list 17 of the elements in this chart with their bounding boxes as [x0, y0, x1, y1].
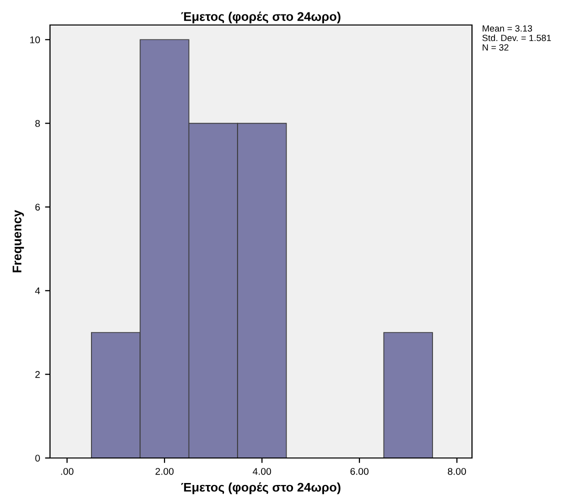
chart-title: Έμετος (φορές στο 24ωρο)	[181, 12, 340, 24]
x-tick-label: .00	[61, 468, 74, 475]
y-tick-label: 0	[35, 454, 40, 462]
y-tick-label: 8	[35, 120, 40, 127]
y-tick-label: 2	[35, 371, 40, 378]
x-axis-title: Έμετος (φορές στο 24ωρο)	[181, 482, 340, 494]
text: Mean = 3.13	[482, 25, 532, 32]
x-tick-label: 2.00	[156, 468, 174, 475]
x-tick-label: 6.00	[350, 468, 369, 475]
x-tick-label: 4.00	[252, 468, 272, 475]
y-tick-label: 6	[35, 204, 40, 211]
text: N = 32	[482, 44, 508, 51]
y-axis-title: Frequency	[12, 210, 24, 272]
x-tick-label: 8.00	[448, 468, 466, 475]
text: Std. Dev. = 1.581	[482, 34, 551, 42]
y-tick-label: 10	[30, 36, 40, 44]
y-tick-label: 4	[35, 287, 40, 294]
